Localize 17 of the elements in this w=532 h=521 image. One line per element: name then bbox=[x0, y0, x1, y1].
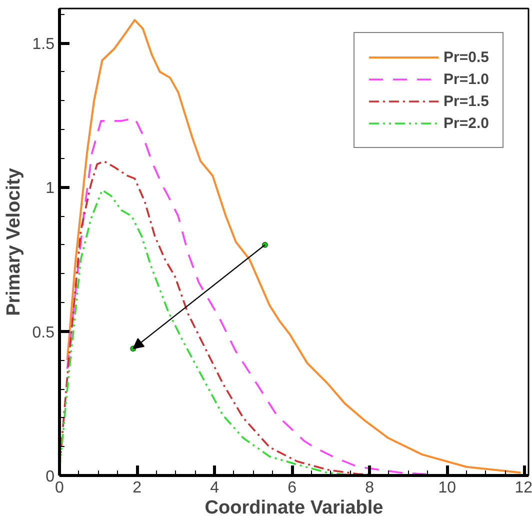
x-axis-title: Coordinate Variable bbox=[204, 498, 384, 518]
y-tick-label: 0 bbox=[46, 468, 55, 486]
legend-label: Pr=1.0 bbox=[444, 70, 489, 88]
x-tick-label: 8 bbox=[365, 480, 374, 496]
legend-label: Pr=1.5 bbox=[444, 92, 489, 110]
line-series bbox=[66, 19, 522, 474]
x-tick-label: 2 bbox=[132, 480, 142, 496]
x-tick-label: 6 bbox=[288, 480, 297, 496]
x-tick-label: 10 bbox=[438, 480, 456, 496]
y-tick-label: 1 bbox=[46, 180, 55, 198]
legend-label: Pr=0.5 bbox=[444, 48, 489, 66]
y-tick-label: 0.5 bbox=[32, 324, 55, 342]
x-tick-label: 12 bbox=[514, 480, 532, 496]
y-tick-label: 1.5 bbox=[32, 36, 55, 54]
y-axis-title: Primary Velocity bbox=[3, 168, 24, 316]
legend-label: Pr=2.0 bbox=[444, 114, 489, 132]
x-tick-label: 4 bbox=[210, 480, 220, 496]
